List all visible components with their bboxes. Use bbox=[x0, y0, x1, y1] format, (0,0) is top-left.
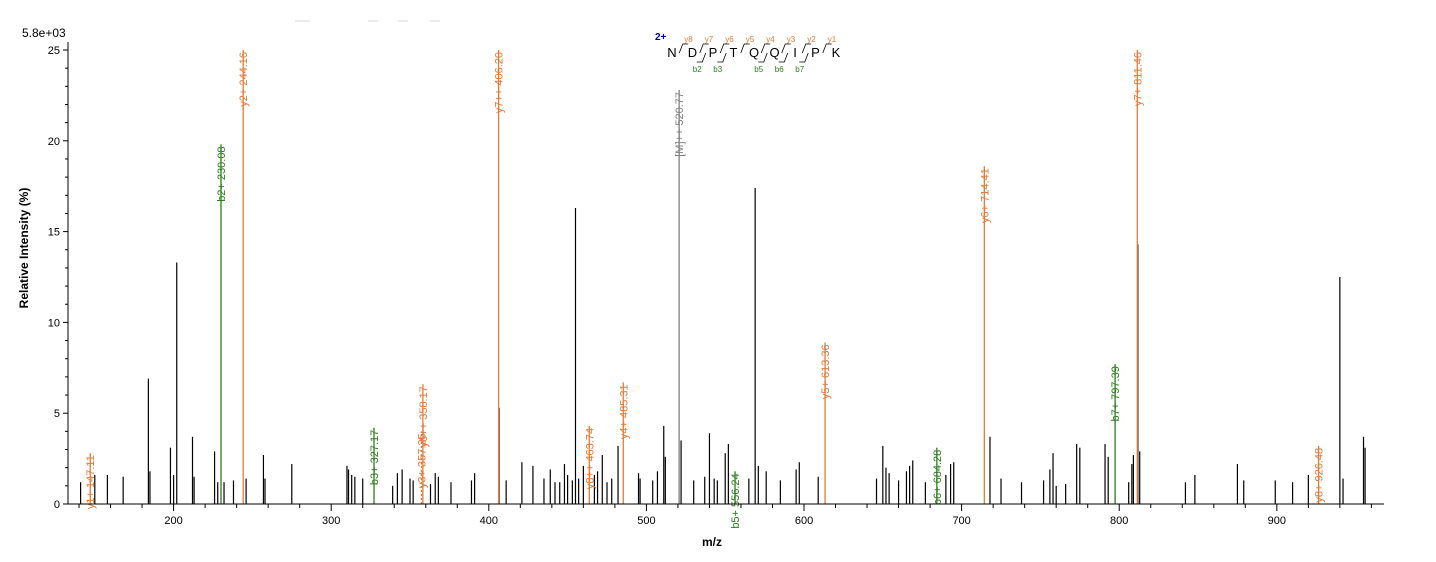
b-ion-bracket bbox=[799, 52, 809, 63]
y-ion-marker-label: y8 bbox=[684, 35, 693, 44]
peak-label: y1+ 147.11 bbox=[85, 455, 97, 509]
y-tick-label: 20 bbox=[48, 136, 60, 148]
peak-label: y8+ 926.48 bbox=[1314, 448, 1326, 503]
b-ion-bracket bbox=[778, 52, 789, 63]
x-axis-title: m/z bbox=[702, 535, 722, 549]
sequence-residue: Q bbox=[769, 45, 779, 60]
peak-label: y4+ 485.31 bbox=[618, 384, 630, 439]
peak-label: [M]++ 520.77 bbox=[674, 92, 686, 157]
sequence-residue: P bbox=[709, 45, 718, 60]
y-ion-marker-label: y7 bbox=[705, 35, 714, 44]
b-ion-bracket bbox=[758, 52, 768, 63]
charge-state-label: 2+ bbox=[655, 32, 667, 43]
peak-sticks bbox=[80, 50, 1366, 504]
y-ion-marker-label: y3 bbox=[787, 35, 796, 44]
y-tick-label: 15 bbox=[48, 227, 60, 239]
x-tick-label: 500 bbox=[637, 515, 655, 527]
b-ion-marker-label: b2 bbox=[693, 65, 702, 74]
sequence-residue: N bbox=[667, 45, 676, 60]
y-ion-marker-label: y2 bbox=[807, 35, 816, 44]
peak-label: y5+ 613.36 bbox=[820, 344, 832, 399]
sequence-residue: P bbox=[811, 45, 820, 60]
b-ion-bracket bbox=[717, 52, 727, 63]
y-tick-label: 0 bbox=[54, 499, 60, 511]
sequence-residue: I bbox=[793, 45, 797, 60]
peak-label: y7++ 406.20 bbox=[494, 52, 506, 113]
y-ion-bracket bbox=[781, 43, 791, 54]
y-ion-bracket bbox=[699, 43, 709, 54]
x-tick-label: 600 bbox=[795, 515, 813, 527]
sequence-residue: Q bbox=[749, 45, 759, 60]
peak-label: y6++ 358.17 bbox=[418, 386, 430, 447]
axes: 0 5 10 15 20 25 200 300 400 500 600 700 800 900 bbox=[48, 42, 1384, 527]
peak-label: b2+ 230.08 bbox=[216, 146, 228, 201]
y-ion-bracket bbox=[801, 43, 812, 54]
b-ion-marker-label: b6 bbox=[775, 65, 784, 74]
peak-labels: y1+ 147.11 b2+ 230.08 y2+ 244.16 b3+ 327.17… bbox=[85, 52, 1325, 529]
x-tick-label: 200 bbox=[164, 515, 182, 527]
y-ion-marker-label: y5 bbox=[746, 35, 755, 44]
x-tick-label: 900 bbox=[1268, 515, 1286, 527]
b-ion-marker-label: b7 bbox=[795, 65, 804, 74]
y-tick-label: 25 bbox=[48, 45, 60, 57]
peak-label: b6+ 684.28 bbox=[932, 450, 944, 505]
sequence-residue: T bbox=[730, 45, 738, 60]
scale-label: 5.8e+03 bbox=[22, 26, 66, 40]
x-tick-label: 800 bbox=[1110, 515, 1128, 527]
sequence-residue: K bbox=[832, 45, 841, 60]
b-ion-marker-label: b3 bbox=[713, 65, 722, 74]
b-ion-bracket bbox=[696, 52, 707, 63]
peak-label: b3+ 327.17 bbox=[369, 430, 381, 485]
b-ion-marker-label: b5 bbox=[754, 65, 763, 74]
y-ion-bracket bbox=[678, 43, 689, 54]
peak-label: b5+ 556.24 bbox=[730, 473, 742, 528]
y-ion-marker-label: y6 bbox=[725, 35, 734, 44]
peak-label: y8++ 463.74 bbox=[584, 428, 596, 489]
peak-label: y2+ 244.16 bbox=[238, 52, 250, 107]
y-tick-label: 10 bbox=[48, 317, 60, 329]
y-ion-marker-label: y4 bbox=[766, 35, 775, 44]
y-ion-bracket bbox=[760, 43, 771, 54]
x-tick-label: 300 bbox=[322, 515, 340, 527]
x-tick-label: 400 bbox=[480, 515, 498, 527]
y-ion-bracket bbox=[822, 43, 832, 54]
peak-label: y6+ 714.41 bbox=[979, 168, 991, 223]
peak-label: y7+ 811.46 bbox=[1132, 52, 1144, 106]
y-ion-marker-label: y1 bbox=[828, 35, 837, 44]
peak-label: b7+ 797.39 bbox=[1110, 366, 1122, 421]
x-tick-label: 700 bbox=[952, 515, 970, 527]
y-ion-bracket bbox=[740, 43, 750, 54]
y-axis-title: Relative Intensity (%) bbox=[17, 188, 31, 309]
y-ion-bracket bbox=[719, 43, 730, 54]
sequence-residue: D bbox=[688, 45, 697, 60]
y-tick-label: 5 bbox=[54, 408, 60, 420]
peak-label: y3+ 357.25 bbox=[416, 433, 428, 488]
